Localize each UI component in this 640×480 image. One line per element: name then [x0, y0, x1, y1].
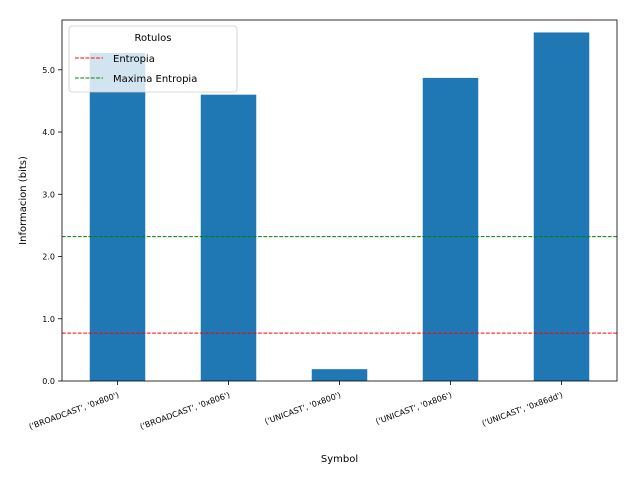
legend-entry-entropia: Entropia — [113, 54, 155, 65]
legend: Rotulos Entropia Maxima Entropia — [68, 25, 238, 93]
bar-1 — [200, 94, 257, 381]
y-tick-label-2: 2.0 — [42, 253, 55, 262]
y-tick-label-4: 4.0 — [42, 128, 55, 137]
y-tick-label-1: 1.0 — [42, 315, 55, 324]
x-axis-label: Symbol — [321, 454, 358, 465]
reference-lines-group — [62, 236, 617, 334]
x-tick-label-0: ('BROADCAST', '0x800') — [28, 390, 120, 431]
x-tick-label-1: ('BROADCAST', '0x806') — [139, 390, 231, 431]
y-tick-label-5: 5.0 — [42, 66, 55, 75]
x-tick-label-3: ('UNICAST', '0x806') — [375, 390, 454, 426]
bar-4 — [533, 32, 590, 381]
y-axis-label: Informacion (bits) — [18, 156, 29, 245]
x-tick-label-4: ('UNICAST', '0x86dd') — [481, 390, 564, 428]
bar-2 — [311, 369, 368, 381]
bar-0 — [89, 52, 146, 382]
y-tick-label-3: 3.0 — [42, 190, 55, 199]
x-tick-label-2: ('UNICAST', '0x800') — [264, 390, 343, 426]
legend-title: Rotulos — [135, 33, 172, 44]
x-axis-ticks: ('BROADCAST', '0x800') ('BROADCAST', '0x8… — [28, 381, 564, 431]
legend-entry-maxima-entropia: Maxima Entropia — [113, 74, 197, 85]
legend-frame — [68, 25, 238, 93]
y-tick-label-0: 0.0 — [42, 377, 55, 386]
bars-group — [89, 32, 590, 382]
y-axis-ticks: 0.0 1.0 2.0 3.0 4.0 5.0 — [42, 66, 62, 386]
bar-3 — [422, 77, 479, 381]
